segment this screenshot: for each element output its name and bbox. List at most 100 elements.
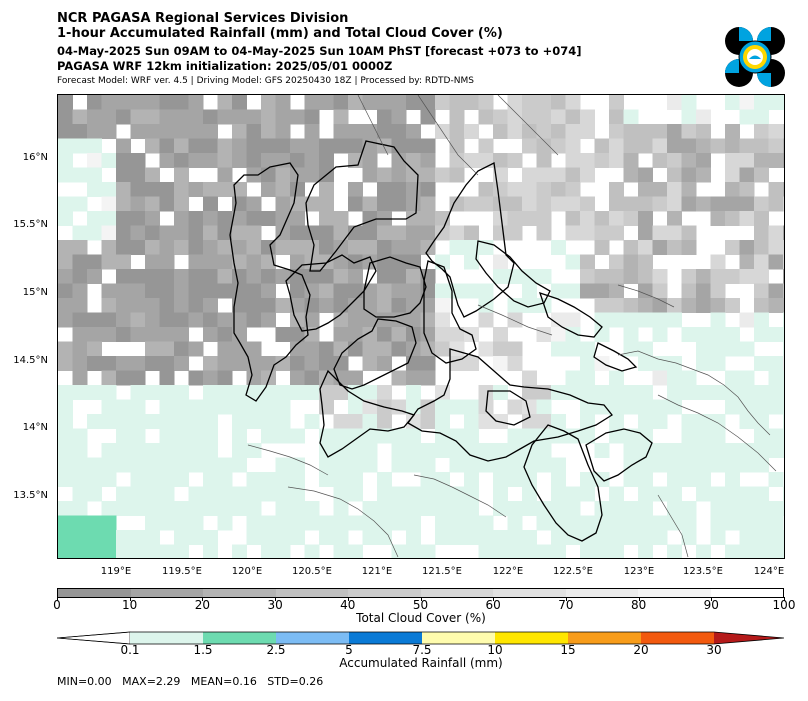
grid-cell xyxy=(348,515,363,531)
grid-cell xyxy=(319,530,334,545)
grid-cell xyxy=(406,124,421,139)
grid-cell xyxy=(406,225,421,241)
grid-cell xyxy=(116,457,131,473)
grid-cell xyxy=(667,298,682,313)
grid-cell xyxy=(507,225,523,241)
grid-cell xyxy=(449,196,465,212)
grid-cell xyxy=(319,196,334,212)
grid-cell xyxy=(536,196,552,212)
map-panel[interactable] xyxy=(57,94,785,559)
model-info: Forecast Model: WRF ver. 4.5 | Driving M… xyxy=(57,76,474,86)
grid-cell xyxy=(420,211,436,226)
grid-cell xyxy=(261,515,276,531)
grid-cell xyxy=(493,196,508,212)
grid-cell xyxy=(101,501,117,516)
grid-cell xyxy=(232,124,247,139)
grid-cell xyxy=(72,385,88,400)
grid-cell xyxy=(609,124,624,139)
grid-cell xyxy=(217,283,233,299)
lat-label-16: 16°N xyxy=(22,152,48,163)
grid-cell xyxy=(159,327,175,342)
grid-cell xyxy=(72,501,88,516)
grid-cell xyxy=(290,312,305,328)
grid-cell xyxy=(304,341,320,357)
lon-label-121-5: 121.5°E xyxy=(422,566,462,577)
grid-cell xyxy=(174,240,189,255)
grid-cell xyxy=(304,312,320,328)
grid-cell xyxy=(739,486,755,502)
grid-cell xyxy=(217,327,233,342)
grid-cell xyxy=(101,182,117,197)
grid-cell xyxy=(246,211,262,226)
grid-cell xyxy=(406,515,421,531)
grid-cell xyxy=(145,211,160,226)
grid-cell xyxy=(246,269,262,284)
grid-cell xyxy=(406,544,421,558)
grid-cell xyxy=(493,153,508,168)
grid-cell xyxy=(478,341,494,357)
grid-cell xyxy=(449,95,465,110)
grid-cell xyxy=(174,269,189,284)
grid-cell xyxy=(768,182,784,197)
grid-cell xyxy=(696,443,711,458)
grid-cell xyxy=(391,341,407,357)
grid-cell xyxy=(232,501,247,516)
grid-cell xyxy=(275,486,291,502)
grid-cell xyxy=(739,95,755,110)
grid-cell xyxy=(391,153,407,168)
grid-cell xyxy=(188,254,204,270)
grid-cell xyxy=(87,472,102,487)
grid-cell xyxy=(130,472,146,487)
grid-cell xyxy=(783,341,784,357)
grid-cell xyxy=(304,109,320,125)
grid-cell xyxy=(348,486,363,502)
grid-cell xyxy=(580,341,595,357)
grid-cell xyxy=(348,283,363,299)
grid-cell xyxy=(420,225,436,241)
rain-tick-label: 0.1 xyxy=(120,643,140,657)
grid-cell xyxy=(174,167,189,183)
grid-cell xyxy=(116,153,131,168)
grid-cell xyxy=(290,211,305,226)
grid-cell xyxy=(275,414,291,429)
grid-cell xyxy=(522,167,537,183)
grid-cell xyxy=(304,124,320,139)
grid-cell xyxy=(391,298,407,313)
grid-cell xyxy=(696,428,711,444)
grid-cell xyxy=(203,530,218,545)
grid-cell xyxy=(449,153,465,168)
grid-cell xyxy=(130,225,146,241)
grid-cell xyxy=(188,138,204,154)
grid-cell xyxy=(159,501,175,516)
grid-cell xyxy=(609,385,624,400)
grid-cell xyxy=(116,544,131,558)
grid-cell xyxy=(203,283,218,299)
grid-cell xyxy=(391,501,407,516)
grid-cell xyxy=(580,486,595,502)
grid-cell xyxy=(391,225,407,241)
lat-label-15-5: 15.5°N xyxy=(13,219,48,230)
grid-cell xyxy=(101,457,117,473)
grid-cell xyxy=(333,515,349,531)
grid-cell xyxy=(594,298,610,313)
cloud-tick-mark xyxy=(711,597,713,601)
grid-cell xyxy=(783,486,784,502)
grid-cell xyxy=(464,501,479,516)
grid-cell xyxy=(130,182,146,197)
grid-cell xyxy=(783,385,784,400)
grid-cell xyxy=(464,196,479,212)
grid-cell xyxy=(754,443,769,458)
grid-cell xyxy=(174,443,189,458)
grid-cell xyxy=(333,370,349,386)
grid-cell xyxy=(348,240,363,255)
grid-cell xyxy=(667,182,682,197)
grid-cell xyxy=(435,443,450,458)
grid-cell xyxy=(681,298,697,313)
grid-cell xyxy=(768,298,784,313)
grid-cell xyxy=(667,443,682,458)
grid-cell xyxy=(594,515,610,531)
lon-label-119-5: 119.5°E xyxy=(162,566,202,577)
grid-cell xyxy=(159,196,175,212)
grid-cell xyxy=(551,95,566,110)
grid-cell xyxy=(333,225,349,241)
